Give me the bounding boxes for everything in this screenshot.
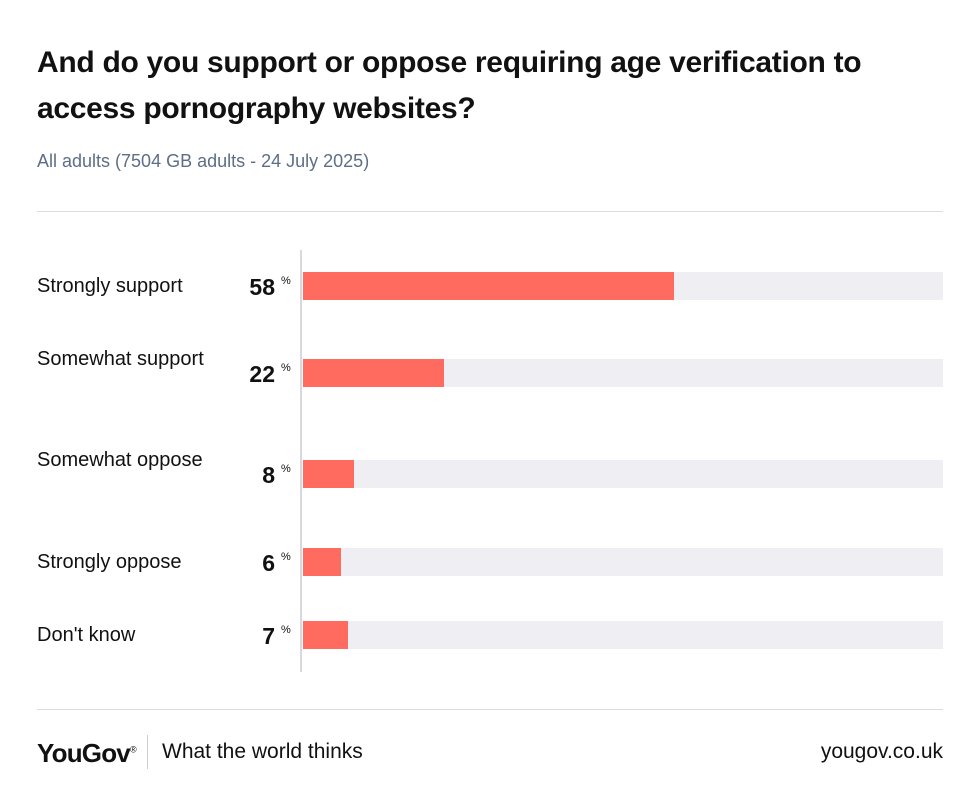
percent-sign: % [281,551,291,563]
percent-sign: % [281,624,291,636]
footer-tagline: What the world thinks [162,740,363,763]
bar-somewhat-support [303,359,444,387]
bar-strongly-oppose [303,548,341,576]
bar-track-don-t-know [303,621,943,649]
top-divider [37,211,943,212]
percent-sign: % [281,362,291,374]
bar-track-somewhat-oppose [303,460,943,488]
value-label-somewhat-support: 22 [249,361,275,387]
brand-text: YouGov [37,738,131,768]
category-label-somewhat-support: Somewhat support [37,348,204,370]
value-label-strongly-oppose: 6 [262,550,275,576]
value-label-strongly-support: 58 [249,274,275,300]
axis-line [300,250,302,672]
registered-mark: ® [129,744,137,755]
bar-don-t-know [303,621,348,649]
chart-title: And do you support or oppose requiring a… [37,46,862,125]
bar-track-strongly-oppose [303,548,943,576]
chart-subtitle: All adults (7504 GB adults - 24 July 202… [37,151,370,171]
bar-somewhat-oppose [303,460,354,488]
footer-url: yougov.co.uk [820,740,943,763]
yougov-logo: YouGov® [37,738,137,769]
value-label-somewhat-oppose: 8 [262,462,275,488]
footer-separator [147,735,148,769]
bottom-divider [37,709,943,710]
category-label-don-t-know: Don't know [37,624,136,646]
category-label-strongly-support: Strongly support [37,275,183,297]
percent-sign: % [281,275,291,287]
value-label-don-t-know: 7 [262,623,275,649]
bar-strongly-support [303,272,674,300]
category-label-strongly-oppose: Strongly oppose [37,551,182,573]
percent-sign: % [281,463,291,475]
category-label-somewhat-oppose: Somewhat oppose [37,449,203,471]
